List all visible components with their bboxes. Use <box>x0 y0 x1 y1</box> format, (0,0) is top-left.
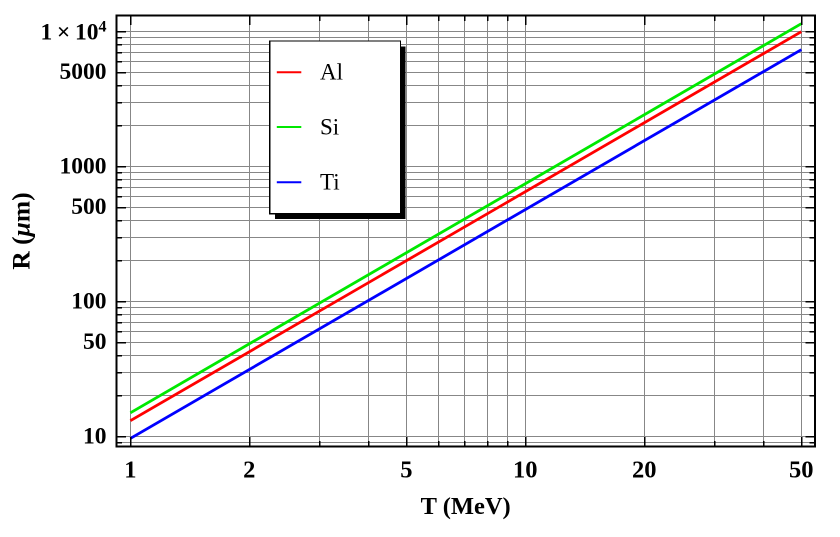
svg-text:R (μm): R (μm) <box>7 192 36 269</box>
svg-text:2: 2 <box>243 457 255 484</box>
svg-text:5000: 5000 <box>60 59 107 85</box>
svg-text:T (MeV): T (MeV) <box>421 493 511 520</box>
svg-text:Si: Si <box>320 115 339 140</box>
svg-text:20: 20 <box>632 457 657 484</box>
svg-text:50: 50 <box>789 457 814 484</box>
svg-text:100: 100 <box>71 289 106 315</box>
svg-text:500: 500 <box>71 194 106 220</box>
svg-text:1: 1 <box>124 457 136 484</box>
svg-text:50: 50 <box>83 329 107 355</box>
svg-text:Ti: Ti <box>320 170 340 195</box>
svg-text:5: 5 <box>400 457 412 484</box>
svg-text:1000: 1000 <box>60 154 107 180</box>
svg-text:10: 10 <box>513 457 538 484</box>
svg-text:1 × 104: 1 × 104 <box>40 19 106 46</box>
svg-text:10: 10 <box>83 424 107 450</box>
svg-text:Al: Al <box>320 60 343 85</box>
